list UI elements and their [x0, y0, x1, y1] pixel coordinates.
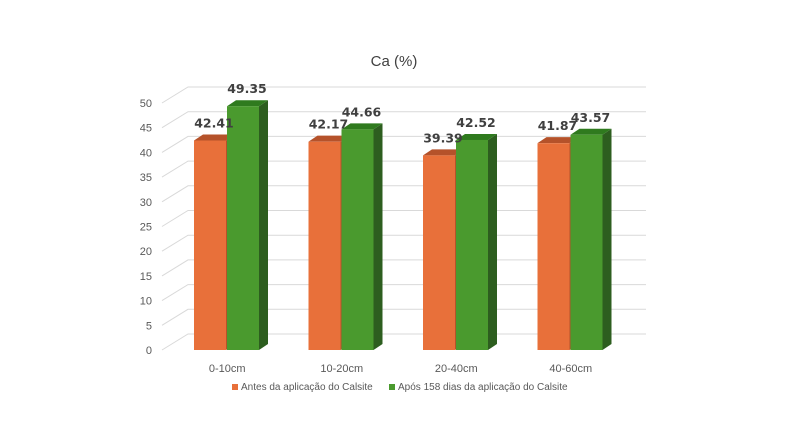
- category-label: 40-60cm: [549, 363, 592, 375]
- y-tick-label: 40: [140, 147, 152, 159]
- chart-title: Ca (%): [371, 53, 418, 70]
- y-tick-label: 20: [140, 246, 152, 258]
- legend-label: Após 158 dias da aplicação do Calsite: [398, 382, 568, 393]
- bar-top: [423, 149, 464, 156]
- bar-top: [341, 123, 383, 130]
- bar-side: [373, 123, 383, 350]
- bar: [227, 100, 268, 350]
- y-tick-label: 5: [146, 320, 152, 332]
- bar-front: [341, 129, 374, 350]
- data-label: 41.87: [538, 118, 578, 133]
- legend: Antes da aplicação do Calsite Após 158 di…: [232, 382, 568, 393]
- legend-item: Antes da aplicação do Calsite: [232, 382, 373, 393]
- bar: [423, 149, 464, 350]
- bar-top: [570, 128, 612, 135]
- gridline: [161, 86, 646, 104]
- bar-side: [602, 128, 612, 350]
- y-tick-label: 15: [140, 271, 152, 283]
- bar-side: [259, 100, 268, 350]
- legend-label: Antes da aplicação do Calsite: [241, 382, 373, 393]
- legend-item: Após 158 dias da aplicação do Calsite: [389, 382, 568, 393]
- y-tick-label: 30: [140, 197, 152, 209]
- bar-front: [423, 155, 455, 350]
- bar-front: [456, 139, 488, 350]
- gridline: [161, 111, 646, 129]
- category-label: 20-40cm: [435, 363, 478, 375]
- gridlines: [161, 86, 646, 351]
- bar-front: [227, 106, 259, 350]
- bar-front: [537, 143, 570, 350]
- bar: [456, 133, 497, 350]
- bar-front: [570, 134, 603, 350]
- category-label: 10-20cm: [320, 363, 363, 375]
- bar-front: [308, 141, 341, 350]
- bar-top: [227, 100, 268, 107]
- bars: [194, 100, 612, 350]
- bar-front: [194, 140, 226, 350]
- legend-swatch: [232, 384, 238, 390]
- bar-side: [488, 133, 497, 350]
- data-label: 43.57: [571, 110, 611, 125]
- bar: [341, 123, 383, 350]
- y-tick-label: 0: [146, 345, 152, 357]
- data-label: 42.52: [456, 115, 496, 130]
- bar-top: [308, 135, 350, 142]
- category-label: 0-10cm: [209, 363, 246, 375]
- bar-top: [456, 133, 497, 140]
- data-label: 39.39: [423, 130, 463, 145]
- y-axis-ticks: 0 5 10 15 20 25 30 35 40 45 50: [140, 98, 152, 357]
- data-label: 44.66: [342, 104, 382, 119]
- bar-top: [537, 137, 579, 144]
- y-tick-label: 25: [140, 222, 152, 234]
- data-label: 42.41: [194, 115, 234, 130]
- y-tick-label: 50: [140, 98, 152, 110]
- y-tick-label: 10: [140, 296, 152, 308]
- data-label: 49.35: [227, 81, 267, 96]
- bar: [570, 128, 612, 350]
- y-tick-label: 45: [140, 123, 152, 135]
- y-tick-label: 35: [140, 172, 152, 184]
- legend-swatch: [389, 384, 395, 390]
- bar-top: [194, 134, 235, 141]
- data-label: 42.17: [309, 117, 349, 132]
- category-labels: 0-10cm 10-20cm 20-40cm 40-60cm: [209, 363, 592, 375]
